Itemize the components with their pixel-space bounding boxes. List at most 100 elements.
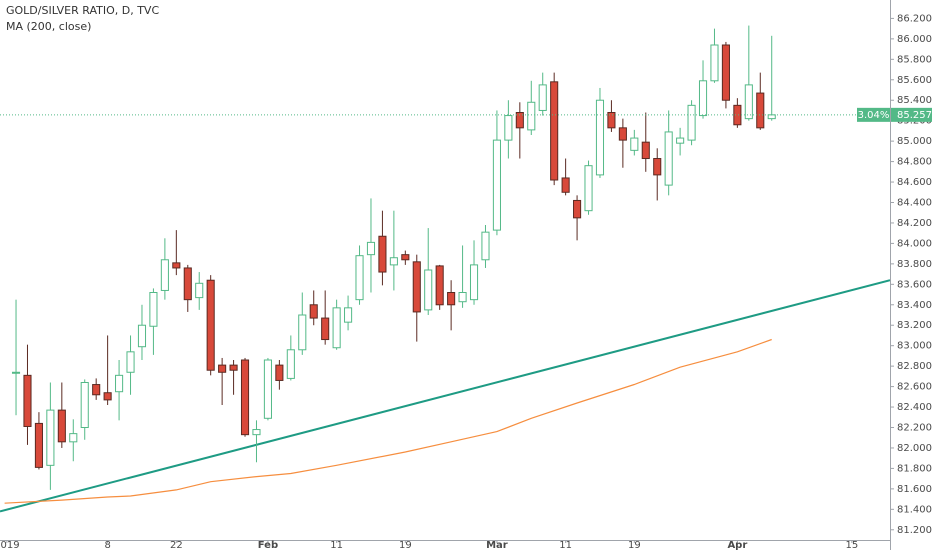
candle-body	[492, 139, 501, 231]
candle-body	[286, 349, 295, 379]
y-tick-label: 86.200	[897, 13, 932, 24]
y-tick-label: 85.600	[897, 75, 932, 86]
x-tick-label: Apr	[727, 540, 747, 550]
candle-body	[378, 235, 387, 273]
candle-body	[469, 264, 479, 301]
candle-body	[389, 257, 398, 266]
candle-body	[710, 44, 719, 82]
candle-body	[744, 84, 753, 120]
candle-body	[321, 317, 330, 341]
candle-body	[515, 112, 524, 129]
candle-body	[355, 255, 364, 301]
candle-body	[252, 429, 261, 436]
y-tick-label: 83.200	[897, 320, 932, 331]
candle-body	[115, 374, 124, 393]
candle-body	[57, 409, 66, 443]
y-tick-label: 82.800	[897, 361, 932, 372]
candle-body	[458, 292, 467, 303]
y-tick-label: 86.000	[897, 34, 932, 45]
x-tick-label: 19	[399, 540, 412, 550]
candle-body	[607, 112, 616, 129]
y-tick-label: 82.200	[897, 423, 932, 434]
y-tick-label: 85.800	[897, 54, 932, 65]
candle-body	[412, 261, 421, 313]
change-label: 3.04%	[858, 110, 890, 121]
last-price-label: 85.257	[897, 110, 932, 121]
candle-body	[206, 279, 215, 371]
candle-body	[687, 104, 696, 141]
x-tick-label: Mar	[486, 540, 508, 550]
candle-body	[92, 384, 101, 396]
candle-body	[401, 254, 410, 261]
candle-body	[126, 351, 135, 373]
candle-body	[630, 137, 639, 151]
moving-average-line	[4, 338, 772, 504]
candle-body	[447, 292, 456, 306]
candle-body	[240, 359, 250, 436]
candle-body	[664, 131, 673, 186]
y-tick-label: 81.800	[897, 463, 932, 474]
y-tick-label: 81.600	[897, 484, 932, 495]
candle-body	[698, 80, 708, 117]
candle-body	[172, 262, 181, 269]
trend-line	[0, 279, 891, 513]
y-tick-label: 84.600	[897, 177, 932, 188]
x-tick-label: 2019	[0, 540, 20, 550]
candle-body	[595, 99, 605, 176]
candle-body	[676, 137, 685, 144]
y-tick-label: 85.000	[897, 136, 932, 147]
candle-body	[218, 364, 227, 373]
y-tick-label: 82.400	[897, 402, 932, 413]
y-tick-label: 83.400	[897, 300, 932, 311]
candle-body	[80, 382, 89, 428]
candle-body	[298, 314, 307, 351]
y-tick-label: 81.400	[897, 504, 932, 515]
x-tick-label: 8	[104, 540, 110, 550]
x-tick-label: 11	[559, 540, 572, 550]
candle-body	[435, 265, 444, 306]
y-tick-label: 85.400	[897, 95, 932, 106]
candle-body	[34, 422, 43, 468]
candle-body	[103, 392, 112, 401]
candle-body	[149, 292, 158, 327]
y-tick-label: 84.400	[897, 198, 932, 209]
legend-entry: MA (200, close)	[6, 20, 91, 33]
candle-body	[573, 199, 582, 219]
candle-body	[344, 307, 353, 323]
candle-body	[69, 433, 78, 443]
candle-body	[160, 259, 169, 291]
candle-body	[275, 364, 284, 381]
candle-body	[733, 104, 742, 126]
candle-body	[23, 374, 32, 427]
candle-body	[618, 127, 627, 141]
candle-body	[504, 115, 513, 141]
candle-body	[721, 44, 730, 101]
candle-body	[309, 304, 318, 319]
candle-body	[653, 158, 662, 176]
candle-body	[538, 84, 547, 111]
y-tick-label: 83.600	[897, 279, 932, 290]
change-label-box	[857, 107, 890, 122]
y-tick-label: 82.000	[897, 443, 932, 454]
y-tick-label: 83.800	[897, 259, 932, 270]
last-price-box	[891, 107, 932, 122]
candle-body	[366, 241, 376, 256]
y-tick-label: 83.000	[897, 341, 932, 352]
candle-body	[527, 101, 536, 131]
x-tick-label: 19	[628, 540, 641, 550]
y-tick-label: 82.600	[897, 382, 932, 393]
candle-body	[424, 269, 433, 311]
candle-body	[11, 371, 21, 374]
candle-body	[641, 141, 650, 160]
candle-body	[263, 359, 272, 419]
candle-body	[183, 267, 192, 301]
x-tick-label: 11	[330, 540, 343, 550]
x-tick-label: Feb	[258, 540, 278, 550]
candle-body	[561, 177, 570, 193]
candle-body	[229, 364, 238, 371]
x-tick-label: 15	[846, 540, 859, 550]
candle-body	[195, 282, 204, 299]
y-tick-label: 81.200	[897, 525, 932, 536]
